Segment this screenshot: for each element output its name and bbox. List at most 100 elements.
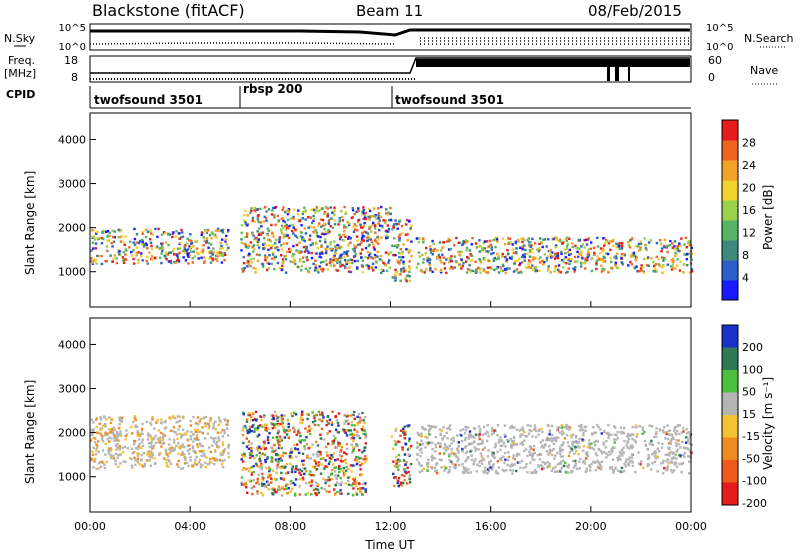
velocity-scatter-features: [90, 410, 694, 497]
x-tick-label-2: 08:00: [274, 520, 306, 533]
velocity-feature-3: [415, 423, 694, 475]
power-colorbar-tick-2: 12: [742, 227, 756, 240]
noise-right-tick-bottom: 10^0: [706, 42, 733, 53]
power-colorbar: 4 8 12 16 20 24 28: [721, 119, 756, 301]
station-title: Blackstone (fitACF): [92, 1, 245, 20]
freq-right-tick-bottom: 0: [708, 71, 715, 84]
power-colorbar-tick-1: 8: [742, 249, 749, 262]
velocity-panel: 1000 2000 3000 4000 00:00 04:00 08:00 12:00 16:…: [23, 317, 775, 552]
power-x-ticks: [89, 301, 692, 307]
frequency-trace: [90, 57, 690, 74]
nave-spike-2: [615, 59, 619, 81]
velocity-y-tick-label-3: 4000: [58, 338, 86, 351]
velocity-colorbar-tick-3: 15: [742, 408, 756, 421]
nave-label: Nave: [750, 64, 778, 77]
cpid-label-3: twofsound 3501: [395, 93, 504, 107]
nave-spike-3: [628, 59, 630, 81]
x-axis-label: Time UT: [364, 538, 415, 552]
power-colorbar-swatch-8: [722, 120, 738, 141]
freq-left-tick-top: 18: [64, 54, 78, 67]
freq-unit-label: [MHz]: [4, 67, 36, 80]
velocity-colorbar-label: Velocity [m s⁻¹]: [761, 377, 775, 470]
noise-left-tick-bottom: 10^0: [59, 42, 86, 53]
x-tick-label-5: 20:00: [575, 520, 607, 533]
power-colorbar-label: Power [dB]: [761, 185, 775, 250]
velocity-panel-background: [90, 318, 691, 512]
power-colorbar-swatch-1: [722, 260, 738, 281]
freq-right-tick-top: 60: [708, 54, 722, 67]
noise-left-tick-top: 10^5: [59, 23, 86, 34]
power-colorbar-tick-6: 28: [742, 137, 756, 150]
power-feature-2: [391, 218, 413, 283]
velocity-colorbar-swatch-4: [722, 415, 738, 438]
velocity-colorbar: 200 100 50 15 -15 -50 -100 -200: [721, 324, 767, 510]
velocity-y-tick-label-2: 3000: [58, 383, 86, 396]
velocity-colorbar-frame: [721, 324, 739, 506]
velocity-colorbar-tick-2: 50: [742, 386, 756, 399]
x-tick-label-6: 00:00: [675, 520, 707, 533]
power-panel-background: [90, 113, 691, 307]
cpid-row: twofsound 3501 rbsp 200 twofsound 3501: [89, 82, 691, 109]
velocity-feature-1: [240, 410, 368, 497]
velocity-colorbar-swatch-5: [722, 437, 738, 461]
power-colorbar-frame: [721, 119, 739, 301]
power-colorbar-swatch-0: [722, 280, 738, 301]
power-colorbar-swatch-2: [722, 240, 738, 261]
freq-panel-frame: [89, 55, 692, 83]
nsearch-label: N.Search: [744, 32, 794, 45]
power-panel: 1000 2000 3000 4000 Slant Range [km] 4 8 12 16…: [23, 112, 775, 308]
velocity-colorbar-swatch-0: [722, 325, 738, 348]
velocity-colorbar-tick-5: -50: [742, 452, 760, 465]
power-y-tick-label-0: 1000: [58, 266, 86, 279]
freq-left-tick-bottom: 8: [71, 71, 78, 84]
power-y-tick-label-1: 2000: [58, 222, 86, 235]
power-colorbar-tick-4: 20: [742, 182, 756, 195]
velocity-x-axis: 00:00 04:00 08:00 12:00 16:00 20:00 00:00: [74, 506, 707, 533]
power-feature-1: [240, 205, 393, 275]
x-tick-label-1: 04:00: [174, 520, 206, 533]
noise-panel-frame: [89, 23, 692, 51]
nsky-trace: [90, 28, 690, 37]
velocity-y-tick-label-0: 1000: [58, 471, 86, 484]
power-y-axis: 1000 2000 3000 4000: [58, 133, 96, 279]
nsky-label: N.Sky: [4, 32, 36, 45]
power-feature-3: [415, 236, 694, 275]
velocity-colorbar-tick-4: -15: [742, 430, 760, 443]
velocity-feature-2: [390, 424, 413, 488]
velocity-colorbar-tick-0: 200: [742, 341, 763, 354]
noise-panel: 10^5 10^0 10^5 10^0: [59, 23, 734, 53]
velocity-feature-0: [90, 415, 231, 471]
velocity-colorbar-swatch-1: [722, 347, 738, 371]
nsearch-scatter-late: [420, 37, 690, 45]
beam-title: Beam 11: [356, 2, 423, 20]
power-y-axis-label: Slant Range [km]: [23, 171, 37, 275]
x-tick-label-4: 16:00: [475, 520, 507, 533]
velocity-colorbar-tick-1: 100: [742, 363, 763, 376]
velocity-y-axis-label: Slant Range [km]: [23, 380, 37, 484]
frequency-panel: 18 8 60 0: [64, 54, 722, 84]
velocity-colorbar-swatch-7: [722, 482, 738, 506]
date-title: 08/Feb/2015: [588, 2, 682, 20]
velocity-colorbar-swatch-2: [722, 370, 738, 393]
cpid-label: CPID: [6, 88, 35, 101]
power-colorbar-tick-0: 4: [742, 272, 749, 285]
velocity-colorbar-swatch-6: [722, 460, 738, 483]
power-colorbar-swatch-4: [722, 200, 738, 221]
velocity-colorbar-tick-6: -100: [742, 475, 767, 488]
power-colorbar-swatch-3: [722, 220, 738, 241]
power-y-tick-label-2: 3000: [58, 178, 86, 191]
x-tick-label-0: 00:00: [74, 520, 106, 533]
power-colorbar-swatch-6: [722, 160, 738, 181]
nave-block-late: [416, 59, 690, 67]
power-colorbar-swatch-5: [722, 180, 738, 201]
noise-right-tick-top: 10^5: [706, 23, 733, 34]
power-colorbar-tick-3: 16: [742, 204, 756, 217]
power-feature-0: [90, 227, 230, 266]
velocity-y-tick-label-1: 2000: [58, 427, 86, 440]
cpid-label-1: twofsound 3501: [94, 93, 203, 107]
nsearch-trace-early: [89, 42, 396, 45]
x-tick-label-3: 12:00: [375, 520, 407, 533]
velocity-colorbar-swatch-3: [722, 392, 738, 416]
cpid-label-2: rbsp 200: [243, 82, 302, 96]
